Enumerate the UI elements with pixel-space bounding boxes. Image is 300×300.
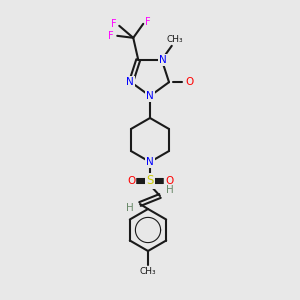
Text: O: O <box>165 176 173 186</box>
Text: O: O <box>127 176 135 186</box>
Text: O: O <box>185 77 193 87</box>
Text: CH₃: CH₃ <box>140 268 156 277</box>
Text: F: F <box>146 17 151 27</box>
Text: H: H <box>126 203 134 213</box>
Text: F: F <box>111 19 117 29</box>
Text: N: N <box>126 77 134 87</box>
Text: CH₃: CH₃ <box>167 35 183 44</box>
Text: N: N <box>146 91 154 101</box>
Text: N: N <box>159 55 166 65</box>
Text: H: H <box>166 185 174 195</box>
Text: S: S <box>146 175 154 188</box>
Text: F: F <box>108 31 114 41</box>
Text: N: N <box>146 157 154 167</box>
